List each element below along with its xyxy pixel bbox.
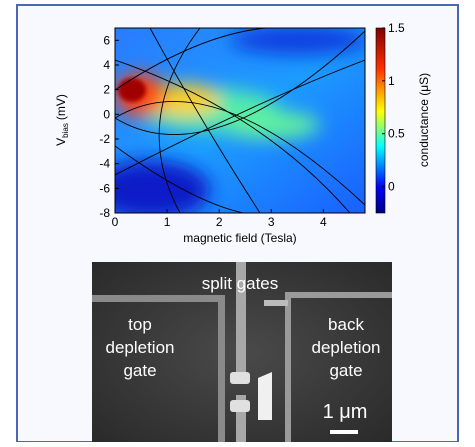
- colorbar-tick-label: 1: [388, 74, 395, 88]
- left-label: top: [128, 315, 152, 334]
- colorbar: [375, 27, 386, 214]
- x-tick-label: 0: [112, 215, 119, 229]
- x-axis-label: magnetic field (Tesla): [183, 231, 296, 245]
- scale-label: 1 μm: [323, 401, 368, 423]
- colorbar-label: conductance (μS): [417, 73, 431, 167]
- plot-frame: [114, 27, 366, 214]
- colorbar-tick-label: 0.5: [388, 127, 405, 141]
- y-tick-label: -8: [99, 206, 110, 220]
- right-label: back: [328, 315, 364, 334]
- colorbar-tick-label: 0: [388, 180, 395, 194]
- left-label: gate: [123, 361, 156, 380]
- y-tick-label: 0: [103, 107, 110, 121]
- micrograph: split gates top depletion gate back depl…: [92, 262, 392, 442]
- y-tick-label: 6: [103, 33, 110, 47]
- y-tick-label: 4: [103, 58, 110, 72]
- axes: 0 1 2 3 4 -8 -6 -4 -2 0 2 4 6 0 0.5 1 1.5: [99, 21, 405, 229]
- y-label-main: V: [54, 138, 68, 146]
- y-tick-label: -4: [99, 157, 110, 171]
- x-tick-label: 1: [164, 215, 171, 229]
- left-label: depletion: [105, 338, 174, 357]
- y-tick-label: -2: [99, 132, 110, 146]
- split-gates-label: split gates: [202, 274, 279, 293]
- heatmap: [115, 28, 365, 213]
- x-tick-label: 4: [320, 215, 327, 229]
- y-tick-label: -6: [99, 181, 110, 195]
- y-label-unit: (mV): [54, 94, 68, 120]
- y-axis-label: Vbias (mV): [54, 94, 70, 146]
- x-tick-label: 3: [268, 215, 275, 229]
- colorbar-tick-label: 1.5: [388, 21, 405, 35]
- right-label: depletion: [311, 338, 380, 357]
- right-label: gate: [329, 361, 362, 380]
- x-tick-label: 2: [216, 215, 223, 229]
- y-label-sub: bias: [61, 123, 70, 138]
- scale-bar: [330, 430, 358, 434]
- y-tick-label: 2: [103, 83, 110, 97]
